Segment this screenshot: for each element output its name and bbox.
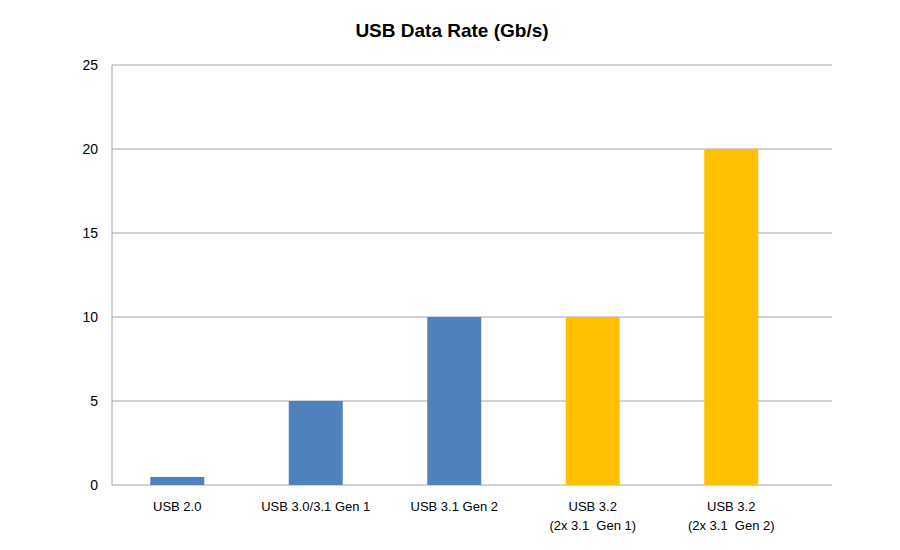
x-tick-label-line: USB 3.1 Gen 2 xyxy=(411,499,498,514)
x-tick-label-line: USB 3.2 xyxy=(569,499,617,514)
x-tick-label-line: USB 3.0/3.1 Gen 1 xyxy=(261,499,370,514)
bar xyxy=(289,401,343,485)
y-axis-line xyxy=(112,65,113,485)
y-tick-label: 25 xyxy=(82,57,98,73)
bar xyxy=(150,477,204,485)
x-tick-label-line: USB 2.0 xyxy=(153,499,201,514)
background xyxy=(0,0,900,550)
grid-line xyxy=(112,65,832,66)
x-tick-label-line: (2x 3.1 Gen 2) xyxy=(688,518,775,533)
x-tick-label: USB 3.0/3.1 Gen 1 xyxy=(261,499,370,514)
x-tick-label-line: (2x 3.1 Gen 1) xyxy=(549,518,636,533)
y-tick-label: 5 xyxy=(90,393,98,409)
x-tick-label: USB 2.0 xyxy=(153,499,201,514)
chart: USB Data Rate (Gb/s) 0 5 10 15 20 25 USB 2.0 USB… xyxy=(0,0,900,550)
bar xyxy=(704,149,758,485)
y-tick-label: 0 xyxy=(90,477,98,493)
x-tick-label: USB 3.2 (2x 3.1 Gen 2) xyxy=(688,499,775,533)
x-tick-label: USB 3.1 Gen 2 xyxy=(411,499,498,514)
x-tick-label: USB 3.2 (2x 3.1 Gen 1) xyxy=(549,499,636,533)
bars xyxy=(150,149,758,485)
y-tick-label: 10 xyxy=(82,309,98,325)
bar xyxy=(427,317,481,485)
y-tick-label: 20 xyxy=(82,141,98,157)
x-tick-label-line: USB 3.2 xyxy=(707,499,755,514)
title: USB Data Rate (Gb/s) xyxy=(355,20,548,41)
bar xyxy=(566,317,620,485)
y-tick-label: 15 xyxy=(82,225,98,241)
